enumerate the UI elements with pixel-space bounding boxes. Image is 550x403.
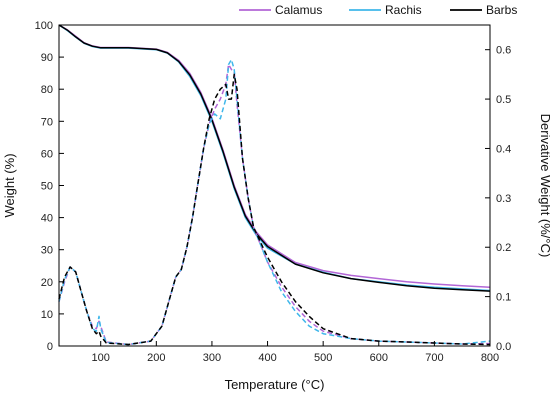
x-tick-label: 600	[370, 352, 388, 364]
y-right-tick-label: 0.4	[496, 143, 511, 155]
y-right-tick-label: 0.5	[496, 94, 511, 106]
series-calamus-weight-line	[58, 24, 491, 289]
y-left-tick-label: 100	[35, 20, 53, 32]
y-left-tick-label: 80	[41, 84, 53, 96]
x-tick-label: 300	[203, 352, 221, 364]
series-barbs-weight-line	[58, 24, 491, 292]
x-tick-label: 500	[314, 352, 332, 364]
y-left-axis-ticks: 0 10 20 30 40 50 60 70 80 90 100	[35, 20, 64, 353]
x-tick-label: 700	[425, 352, 443, 364]
y-right-axis-ticks: 0.0 0.1 0.2 0.3 0.4 0.5 0.6	[485, 45, 511, 353]
legend-label-calamus: Calamus	[275, 3, 322, 17]
y-right-tick-label: 0.1	[496, 292, 511, 304]
y-left-tick-label: 70	[41, 116, 53, 128]
y-right-tick-label: 0.2	[496, 242, 511, 254]
y-right-tick-label: 0.0	[496, 341, 511, 353]
x-axis-ticks: 100 200 300 400 500 600 700 800	[92, 341, 499, 364]
y-left-tick-label: 40	[41, 213, 53, 225]
x-axis-title: Temperature (°C)	[225, 377, 325, 392]
series-barbs-derivative-line	[58, 73, 491, 346]
y-right-tick-label: 0.3	[496, 193, 511, 205]
y-left-tick-label: 50	[41, 181, 53, 193]
plot-frame	[58, 24, 491, 347]
x-tick-label: 200	[147, 352, 165, 364]
y-left-tick-label: 30	[41, 245, 53, 257]
y-right-tick-label: 0.6	[496, 45, 511, 57]
y-left-tick-label: 90	[41, 52, 53, 64]
x-tick-label: 100	[92, 352, 110, 364]
y-left-tick-label: 20	[41, 277, 53, 289]
y-left-tick-label: 10	[41, 309, 53, 321]
x-tick-label: 400	[258, 352, 276, 364]
series-rachis-derivative-line	[58, 58, 491, 346]
y-left-tick-label: 60	[41, 148, 53, 160]
y-right-axis-title: Derivative Weight (%/°C)	[538, 114, 550, 258]
series-calamus-derivative-line	[58, 63, 491, 346]
y-left-axis-title: Weight (%)	[2, 153, 17, 217]
plot-lines	[58, 24, 491, 346]
x-tick-label: 800	[481, 352, 499, 364]
legend-label-barbs: Barbs	[486, 3, 517, 17]
legend-label-rachis: Rachis	[385, 3, 422, 17]
y-left-tick-label: 0	[47, 341, 53, 353]
legend: Calamus Rachis Barbs	[239, 3, 517, 17]
